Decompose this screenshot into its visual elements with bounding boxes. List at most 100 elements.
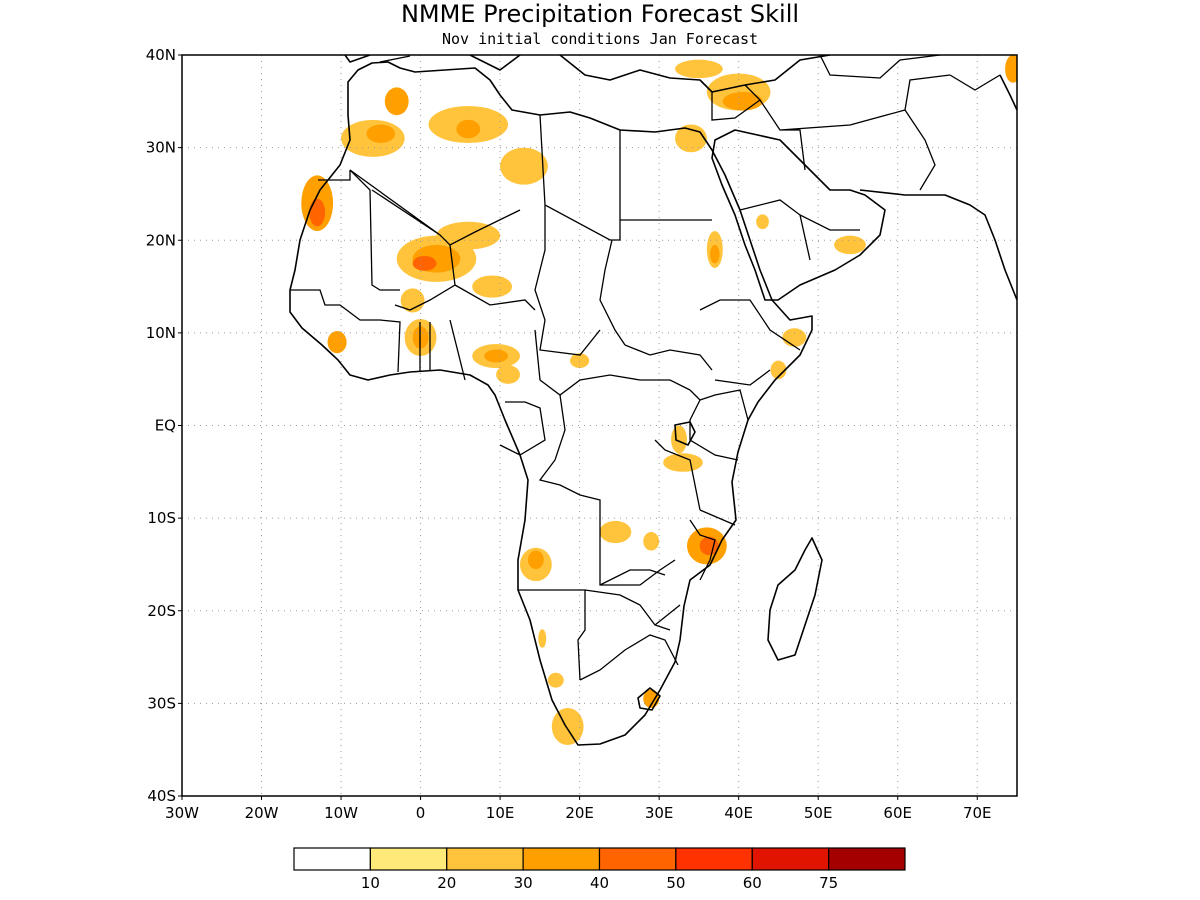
skill-shading — [301, 55, 1017, 746]
africa-coastline — [289, 61, 813, 746]
colorbar-swatch — [522, 847, 601, 871]
border-iran-pakistan — [904, 74, 1001, 191]
border-west-africa — [290, 289, 466, 381]
country-borders — [290, 55, 1001, 681]
skill-patch-algeria-south — [500, 147, 548, 185]
colorbar-swatch — [828, 847, 906, 871]
skill-patch-red-sea-core — [710, 244, 720, 264]
border-mauritania — [318, 169, 400, 291]
skill-patch-cameroon — [496, 365, 520, 384]
skill-patch-morocco-north — [384, 87, 409, 116]
skill-patch-morocco-core — [366, 124, 396, 143]
lon-tick-label: 10W — [324, 804, 358, 822]
skill-patch-ethiopia-south — [770, 360, 787, 380]
axis-ticks — [178, 54, 978, 800]
lat-tick-label: 30S — [147, 694, 176, 712]
lon-tick-label: 30E — [645, 804, 674, 822]
coastlines — [289, 55, 1017, 746]
lat-tick-label: 20N — [146, 231, 176, 249]
skill-patch-western-sahara-core — [309, 198, 326, 227]
skill-patch-nigeria-core — [484, 349, 509, 363]
border-drc — [538, 394, 676, 586]
colorbar-label: 50 — [666, 874, 685, 892]
colorbar-swatch — [598, 847, 677, 871]
skill-patch-south-africa-west — [551, 708, 584, 746]
border-mozambique — [689, 509, 736, 581]
border-central-africa — [499, 329, 691, 456]
lat-tick-label: 30N — [146, 139, 176, 157]
lake-victoria — [674, 421, 696, 446]
lat-tick-label: 10S — [147, 509, 176, 527]
skill-patch-tanzania — [663, 453, 703, 472]
skill-patch-lake-victoria — [671, 425, 687, 454]
asia-coastline — [859, 74, 1017, 301]
colorbar-swatch — [369, 847, 448, 871]
skill-patch-turkey-levant-core — [722, 92, 763, 111]
lat-tick-label: 40N — [146, 46, 176, 64]
lon-tick-label: 30W — [165, 804, 199, 822]
lon-tick-label: 40E — [724, 804, 753, 822]
lon-tick-label: 50E — [804, 804, 833, 822]
border-sudan-south — [624, 344, 713, 371]
skill-patch-burkina — [400, 288, 425, 313]
border-chad — [534, 205, 601, 356]
skill-patch-namibia — [538, 629, 547, 648]
lesotho-outline — [637, 687, 661, 711]
colorbar-swatch — [446, 847, 524, 871]
madagascar-coastline — [767, 537, 823, 661]
colorbar-label: 60 — [743, 874, 762, 892]
lon-tick-label: 0 — [416, 804, 426, 822]
plot-area — [182, 55, 1017, 796]
map-frame — [181, 54, 1018, 797]
skill-patch-saudi-central — [756, 214, 769, 230]
border-east-africa — [654, 389, 749, 511]
latitude-tick-labels: 40N 30N 20N 10N EQ 10S 20S 30S 40S — [146, 46, 176, 805]
lat-tick-label: 10N — [146, 324, 176, 342]
skill-patch-mali-niger-core — [412, 255, 437, 271]
border-egypt-sudan — [599, 219, 712, 346]
skill-patch-guinea-sierra-leone — [327, 331, 347, 354]
lat-tick-label: EQ — [155, 417, 176, 435]
map-subtitle: Nov initial conditions Jan Forecast — [442, 30, 758, 48]
longitude-tick-labels: 30W 20W 10W 0 10E 20E 30E 40E 50E 60E 70E — [165, 804, 991, 822]
colorbar-label: 20 — [437, 874, 456, 892]
lon-tick-label: 70E — [963, 804, 992, 822]
colorbar-label: 10 — [361, 874, 380, 892]
colorbar-label: 40 — [590, 874, 609, 892]
border-europe — [379, 55, 941, 79]
colorbar-swatch — [675, 847, 753, 871]
border-south-africa-north — [579, 634, 679, 681]
skill-patch-car — [570, 353, 590, 369]
arabia-coastline — [711, 129, 886, 301]
colorbar-swatch — [751, 847, 830, 871]
colorbar-label: 75 — [819, 874, 838, 892]
skill-patch-turkey-west — [675, 59, 723, 79]
lat-tick-label: 40S — [147, 787, 176, 805]
border-ethiopia-somalia — [699, 299, 801, 386]
lat-tick-label: 20S — [147, 602, 176, 620]
colorbar-label: 30 — [514, 874, 533, 892]
border-arabia-internal — [739, 199, 860, 261]
border-southern-africa — [518, 569, 681, 681]
colorbar: 10 20 30 40 50 60 75 — [293, 847, 906, 892]
skill-patch-angola-core — [527, 550, 544, 570]
skill-patch-zambia-north — [599, 520, 632, 544]
graticule — [182, 55, 1017, 796]
skill-patch-somalia-north — [782, 328, 807, 347]
map-title: NMME Precipitation Forecast Skill — [401, 0, 799, 28]
skill-patch-namibia-south — [547, 672, 564, 688]
skill-patch-algeria-north-core — [456, 119, 481, 139]
border-libya — [539, 114, 621, 241]
lon-tick-label: 20W — [245, 804, 279, 822]
colorbar-swatch — [293, 847, 371, 871]
border-niger-nigeria — [394, 244, 536, 311]
lon-tick-label: 20E — [565, 804, 594, 822]
skill-patch-zambia-lake — [643, 532, 660, 551]
lon-tick-label: 10E — [486, 804, 515, 822]
europe-coastline — [344, 55, 831, 93]
skill-patch-iran-edge — [1005, 55, 1017, 83]
skill-patch-yemen-oman — [834, 235, 866, 255]
lon-tick-label: 60E — [883, 804, 912, 822]
skill-patch-niger-east — [472, 275, 513, 298]
